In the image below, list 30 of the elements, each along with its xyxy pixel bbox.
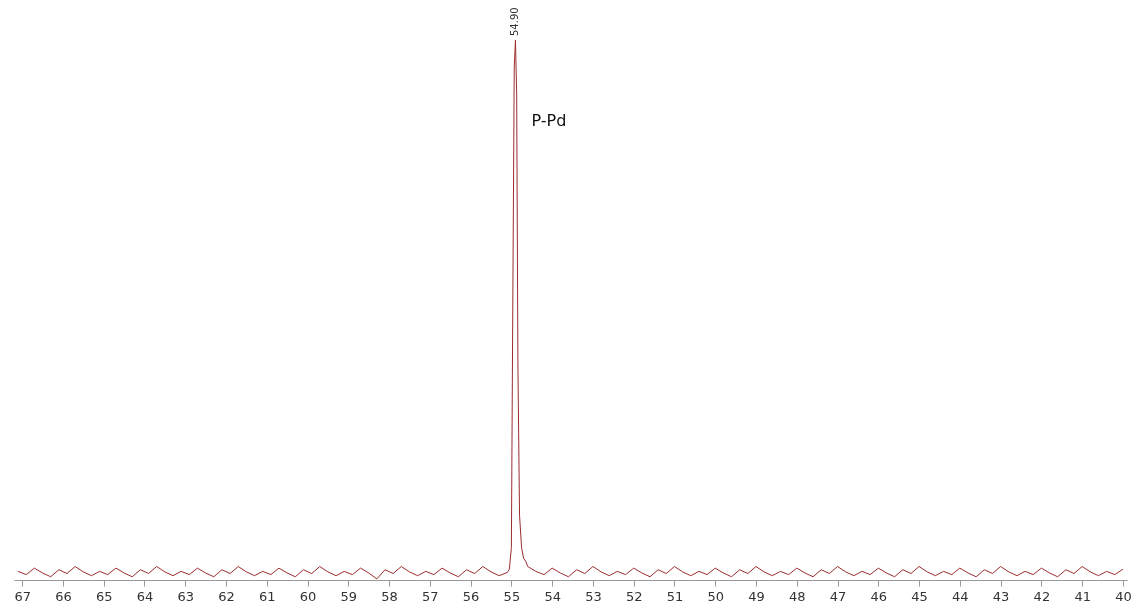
x-tick-label: 59 (340, 588, 358, 604)
x-tick-label: 52 (625, 588, 643, 604)
x-tick-label: 55 (503, 588, 521, 604)
x-tick-label: 47 (829, 588, 847, 604)
x-tick-label: 54 (544, 588, 561, 604)
x-tick-label: 40 (1115, 588, 1132, 604)
x-tick-label: 48 (789, 588, 806, 604)
x-tick-label: 57 (422, 588, 439, 604)
x-tick-label: 58 (381, 588, 398, 604)
x-tick-label: 62 (218, 588, 235, 604)
x-tick-label: 45 (911, 588, 928, 604)
x-tick-label: 53 (585, 588, 602, 604)
x-tick-label: 50 (707, 588, 724, 604)
x-tick-label: 64 (136, 588, 154, 604)
x-tick-label: 66 (55, 588, 72, 604)
x-tick-label: 61 (259, 588, 276, 604)
x-tick-label: 46 (870, 588, 888, 604)
x-tick-label: 60 (299, 588, 317, 604)
x-tick-label: 63 (177, 588, 194, 604)
x-tick-label: 43 (992, 588, 1010, 604)
x-tick-label: 51 (666, 588, 684, 604)
x-tick-label: 41 (1074, 588, 1091, 604)
x-tick-label: 65 (95, 588, 113, 604)
x-tick-label: 42 (1033, 588, 1051, 604)
annotation: 54.90 (509, 7, 521, 36)
x-tick-label: 49 (748, 588, 765, 604)
x-tick-label: 56 (462, 588, 480, 604)
x-tick-label: 67 (14, 588, 31, 604)
annotation: P-Pd (531, 111, 567, 130)
x-tick-label: 44 (952, 588, 969, 604)
